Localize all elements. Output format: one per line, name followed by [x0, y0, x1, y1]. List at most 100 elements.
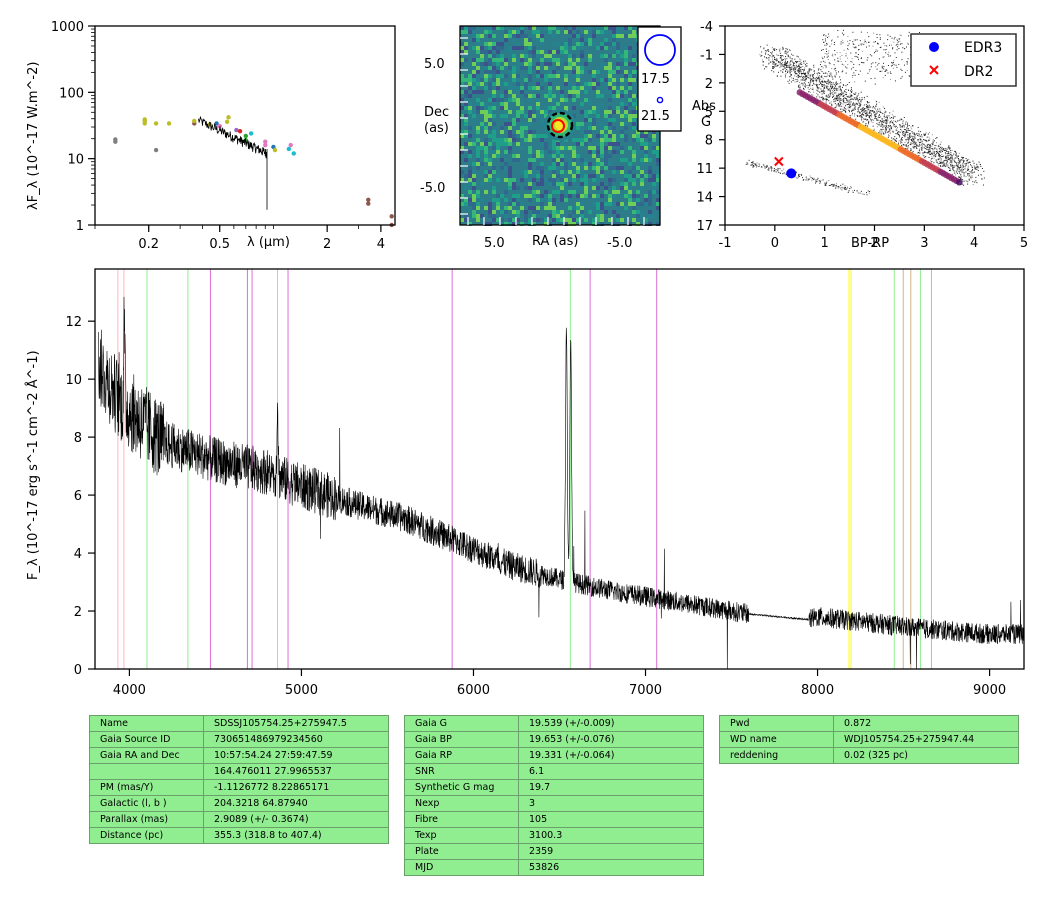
- stamp-pixel: [476, 146, 480, 150]
- hr-star: [837, 99, 839, 101]
- stamp-pixel: [632, 174, 636, 178]
- hr-star: [871, 115, 873, 117]
- hr-star: [933, 157, 935, 159]
- stamp-pixel: [516, 158, 520, 162]
- hr-star: [830, 72, 832, 74]
- stamp-pixel: [584, 174, 588, 178]
- hr-star: [815, 181, 817, 183]
- hr-star: [831, 84, 833, 86]
- stamp-pixel: [608, 54, 612, 58]
- hr-star: [833, 42, 835, 44]
- stamp-pixel: [596, 106, 600, 110]
- hr-star: [835, 87, 837, 89]
- hr-star: [918, 155, 920, 157]
- hr-star: [821, 90, 823, 92]
- stamp-pixel: [620, 102, 624, 106]
- stamp-pixel: [544, 54, 548, 58]
- stamp-pixel: [516, 210, 520, 214]
- stamp-pixel: [536, 102, 540, 106]
- stamp-pixel: [552, 158, 556, 162]
- hr-star: [828, 185, 830, 187]
- stamp-pixel: [488, 162, 492, 166]
- stamp-pixel: [488, 118, 492, 122]
- hr-star: [802, 77, 804, 79]
- stamp-pixel: [652, 134, 656, 138]
- stamp-pixel: [564, 42, 568, 46]
- stamp-pixel: [544, 190, 548, 194]
- hr-star: [797, 60, 799, 62]
- hr-star: [822, 98, 824, 100]
- hr-star: [805, 179, 807, 181]
- hr-star: [766, 50, 768, 52]
- hr-star: [938, 145, 940, 147]
- stamp-pixel: [472, 118, 476, 122]
- hr-star: [882, 56, 884, 58]
- stamp-pixel: [644, 146, 648, 150]
- stamp-pixel: [540, 134, 544, 138]
- hr-star: [883, 121, 885, 123]
- hr-star: [894, 116, 896, 118]
- stamp-pixel: [632, 74, 636, 78]
- stamp-pixel: [604, 58, 608, 62]
- stamp-pixel: [488, 106, 492, 110]
- hr-star: [983, 177, 985, 179]
- hr-star: [804, 72, 806, 74]
- hr-star: [866, 125, 868, 127]
- stamp-pixel: [544, 222, 548, 226]
- hr-star: [804, 64, 806, 66]
- hr-star: [921, 140, 923, 142]
- stamp-pixel: [536, 70, 540, 74]
- stamp-pixel: [580, 38, 584, 42]
- hr-star: [927, 151, 929, 153]
- stamp-pixel: [480, 58, 484, 62]
- hr-star: [882, 133, 884, 135]
- hr-star: [873, 111, 875, 113]
- hr-star: [815, 80, 817, 82]
- hr-star: [895, 57, 897, 59]
- stamp-pixel: [568, 170, 572, 174]
- stamp-pixel: [548, 166, 552, 170]
- stamp-pixel: [628, 110, 632, 114]
- hr-star: [898, 134, 900, 136]
- hr-star: [896, 43, 898, 45]
- hr-star: [825, 183, 827, 185]
- stamp-pixel: [584, 182, 588, 186]
- stamp-pixel: [592, 30, 596, 34]
- stamp-pixel: [540, 194, 544, 198]
- stamp-pixel: [528, 218, 532, 222]
- hr-star: [777, 54, 779, 56]
- hr-star: [961, 179, 963, 181]
- hr-star: [926, 146, 928, 148]
- hr-star: [904, 144, 906, 146]
- hr-star: [851, 94, 853, 96]
- hr-star: [839, 97, 841, 99]
- hr-star: [904, 141, 906, 143]
- stamp-pixel: [516, 218, 520, 222]
- hr-star: [898, 140, 900, 142]
- stamp-pixel: [512, 198, 516, 202]
- hr-star: [928, 145, 930, 147]
- hr-star: [836, 104, 838, 106]
- stamp-pixel: [572, 206, 576, 210]
- stamp-pixel: [512, 30, 516, 34]
- stamp-pixel: [592, 186, 596, 190]
- stamp-pixel: [468, 174, 472, 178]
- table-row: Galactic (l, b ) 204.3218 64.87940: [89, 795, 389, 812]
- hr-star: [853, 63, 855, 65]
- stamp-pixel: [620, 146, 624, 150]
- hr-star: [762, 64, 764, 66]
- hr-star: [849, 186, 851, 188]
- stamp-pixel: [556, 74, 560, 78]
- hr-star: [812, 75, 814, 77]
- hr-star: [804, 67, 806, 69]
- hr-star: [940, 146, 942, 148]
- hr-star: [857, 108, 859, 110]
- hr-star: [868, 120, 870, 122]
- hr-star: [786, 51, 788, 53]
- stamp-pixel: [624, 46, 628, 50]
- hr-star: [794, 70, 796, 72]
- hr-star: [796, 66, 798, 68]
- stamp-pixel: [520, 202, 524, 206]
- stamp-pixel: [584, 62, 588, 66]
- hr-star: [868, 122, 870, 124]
